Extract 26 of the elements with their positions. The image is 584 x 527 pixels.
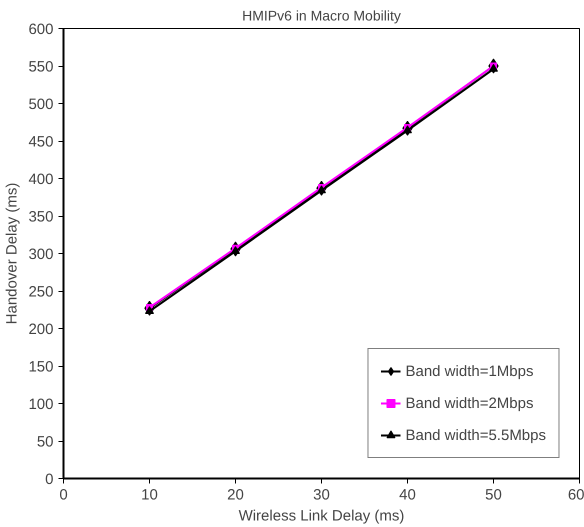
chart-title: HMIPv6 in Macro Mobility (242, 8, 401, 24)
y-tick-label: 450 (28, 134, 54, 150)
y-tick-label: 150 (28, 358, 54, 376)
y-axis-title: Handover Delay (ms) (3, 182, 20, 324)
legend-label: Band width=1Mbps (405, 362, 534, 380)
y-tick-label: 300 (28, 246, 54, 263)
y-tick-label: 0 (45, 471, 54, 488)
x-tick-label: 30 (313, 486, 330, 504)
y-tick-label: 50 (36, 434, 54, 450)
legend-label: Band width=2Mbps (405, 394, 534, 412)
x-axis-title: Wireless Link Delay (ms) (238, 508, 404, 524)
y-tick-label: 100 (28, 396, 54, 413)
x-tick-label: 60 (568, 486, 584, 504)
y-tick-label: 550 (28, 58, 54, 76)
y-tick-label: 350 (28, 208, 54, 226)
x-tick-label: 0 (59, 486, 68, 504)
x-tick-label: 50 (485, 486, 502, 504)
x-tick-label: 10 (141, 486, 158, 504)
legend-label: Band width=5.5Mbps (405, 426, 546, 444)
x-tick-label: 20 (227, 486, 244, 504)
y-tick-label: 400 (28, 171, 54, 188)
y-tick-label: 500 (28, 96, 54, 113)
y-tick-label: 250 (28, 284, 54, 300)
x-tick-label: 40 (399, 486, 416, 504)
y-tick-label: 200 (28, 321, 54, 338)
y-tick-label: 600 (28, 21, 54, 38)
